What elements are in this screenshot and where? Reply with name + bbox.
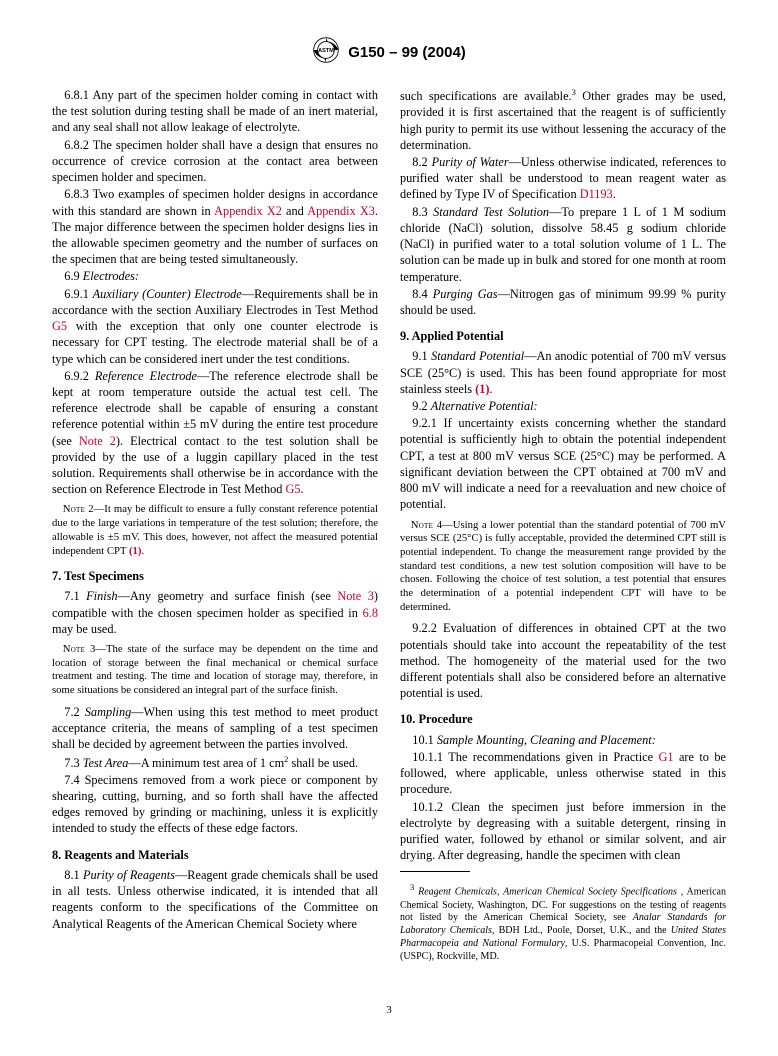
p-7-1: 7.1 Finish—Any geometry and surface fini… bbox=[52, 588, 378, 637]
note-3: Note 3—The state of the surface may be d… bbox=[52, 643, 378, 698]
section-7-title: 7. Test Specimens bbox=[52, 568, 378, 584]
text: . bbox=[613, 187, 616, 201]
label: Standard Potential bbox=[431, 349, 524, 363]
page-number: 3 bbox=[52, 1004, 726, 1016]
link-note-2[interactable]: Note 2 bbox=[79, 434, 116, 448]
label: Electrodes: bbox=[83, 269, 139, 283]
text: . bbox=[301, 482, 304, 496]
text: shall be used. bbox=[288, 756, 358, 770]
note-label: Note bbox=[63, 643, 86, 655]
text: 2—It may be difficult to ensure a fully … bbox=[52, 503, 378, 556]
note-2: Note 2—It may be difficult to ensure a f… bbox=[52, 503, 378, 558]
p-7-2: 7.2 Sampling—When using this test method… bbox=[52, 704, 378, 753]
text: may be used. bbox=[52, 622, 117, 636]
p-6-8-2: 6.8.2 The specimen holder shall have a d… bbox=[52, 137, 378, 186]
label: Standard Test Solution bbox=[433, 205, 549, 219]
left-column: 6.8.1 Any part of the specimen holder co… bbox=[52, 87, 378, 974]
section-10-title: 10. Procedure bbox=[400, 711, 726, 727]
p-6-8-1: 6.8.1 Any part of the specimen holder co… bbox=[52, 87, 378, 136]
label: Purity of Water bbox=[432, 155, 509, 169]
label: Purity of Reagents bbox=[83, 868, 175, 882]
p-9-2: 9.2 Alternative Potential: bbox=[400, 398, 726, 414]
label: Finish bbox=[86, 589, 117, 603]
header: ASTM G150 – 99 (2004) bbox=[52, 36, 726, 69]
label: Reference Electrode bbox=[95, 369, 197, 383]
text: 3—The state of the surface may be depend… bbox=[52, 643, 378, 696]
text: . bbox=[489, 382, 492, 396]
link-d1193[interactable]: D1193 bbox=[580, 187, 613, 201]
p-9-2-2: 9.2.2 Evaluation of differences in obtai… bbox=[400, 620, 726, 701]
link-ref-1[interactable]: (1) bbox=[129, 545, 141, 557]
right-column: such specifications are available.3 Othe… bbox=[400, 87, 726, 974]
p-10-1-1: 10.1.1 The recommendations given in Prac… bbox=[400, 749, 726, 798]
footnote-3: 3 Reagent Chemicals, American Chemical S… bbox=[400, 882, 726, 963]
p-8-2: 8.2 Purity of Water—Unless otherwise ind… bbox=[400, 154, 726, 203]
section-9-title: 9. Applied Potential bbox=[400, 328, 726, 344]
p-9-2-1: 9.2.1 If uncertainty exists concerning w… bbox=[400, 415, 726, 512]
text: . bbox=[141, 545, 144, 557]
p-6-8-3: 6.8.3 Two examples of specimen holder de… bbox=[52, 186, 378, 267]
text: , BDH Ltd., Poole, Dorset, U.K., and the bbox=[492, 925, 671, 936]
p-8-1: 8.1 Purity of Reagents—Reagent grade che… bbox=[52, 867, 378, 932]
label: Alternative Potential: bbox=[431, 399, 538, 413]
label: Sample Mounting, Cleaning and Placement: bbox=[437, 733, 656, 747]
p-9-1: 9.1 Standard Potential—An anodic potenti… bbox=[400, 348, 726, 397]
link-g5[interactable]: G5 bbox=[52, 319, 67, 333]
note-label: Note bbox=[411, 519, 434, 531]
p-6-9: 6.9 Electrodes: bbox=[52, 268, 378, 284]
text: with the exception that only one counter… bbox=[52, 319, 378, 365]
svg-text:ASTM: ASTM bbox=[318, 48, 334, 54]
link-ref-1b[interactable]: (1) bbox=[475, 382, 489, 396]
p-8-4: 8.4 Purging Gas—Nitrogen gas of minimum … bbox=[400, 286, 726, 318]
p-10-1-2: 10.1.2 Clean the specimen just before im… bbox=[400, 799, 726, 864]
text: Reagent Chemicals, American Chemical Soc… bbox=[414, 887, 677, 898]
header-title: G150 – 99 (2004) bbox=[348, 44, 466, 61]
text: 4—Using a lower potential than the stand… bbox=[400, 519, 726, 613]
text: such specifications are available. bbox=[400, 89, 572, 103]
text: 10.1.1 The recommendations given in Prac… bbox=[412, 750, 658, 764]
link-appendix-x3[interactable]: Appendix X3 bbox=[307, 204, 375, 218]
text: —A minimum test area of 1 cm bbox=[128, 756, 284, 770]
p-6-9-2: 6.9.2 Reference Electrode—The reference … bbox=[52, 368, 378, 498]
link-6-8[interactable]: 6.8 bbox=[363, 606, 378, 620]
text: and bbox=[282, 204, 307, 218]
page: ASTM G150 – 99 (2004) 6.8.1 Any part of … bbox=[0, 0, 778, 1056]
link-g5-b[interactable]: G5 bbox=[286, 482, 301, 496]
note-4: Note 4—Using a lower potential than the … bbox=[400, 519, 726, 615]
astm-logo-icon: ASTM bbox=[312, 36, 340, 69]
label: Sampling bbox=[85, 705, 131, 719]
content-columns: 6.8.1 Any part of the specimen holder co… bbox=[52, 87, 726, 974]
note-label: Note bbox=[63, 503, 86, 515]
link-appendix-x2[interactable]: Appendix X2 bbox=[214, 204, 282, 218]
p-10-1: 10.1 Sample Mounting, Cleaning and Place… bbox=[400, 732, 726, 748]
p-8-1-cont: such specifications are available.3 Othe… bbox=[400, 87, 726, 153]
p-8-3: 8.3 Standard Test Solution—To prepare 1 … bbox=[400, 204, 726, 285]
footnote-rule bbox=[400, 871, 470, 872]
section-8-title: 8. Reagents and Materials bbox=[52, 847, 378, 863]
p-7-4: 7.4 Specimens removed from a work piece … bbox=[52, 772, 378, 837]
label: Test Area bbox=[83, 756, 129, 770]
link-g1[interactable]: G1 bbox=[658, 750, 673, 764]
link-note-3[interactable]: Note 3 bbox=[337, 589, 374, 603]
label: Purging Gas bbox=[433, 287, 498, 301]
p-6-9-1: 6.9.1 Auxiliary (Counter) Electrode—Requ… bbox=[52, 286, 378, 367]
p-7-3: 7.3 Test Area—A minimum test area of 1 c… bbox=[52, 754, 378, 771]
text: —Any geometry and surface finish (see bbox=[118, 589, 338, 603]
label: Auxiliary (Counter) Electrode bbox=[93, 287, 242, 301]
